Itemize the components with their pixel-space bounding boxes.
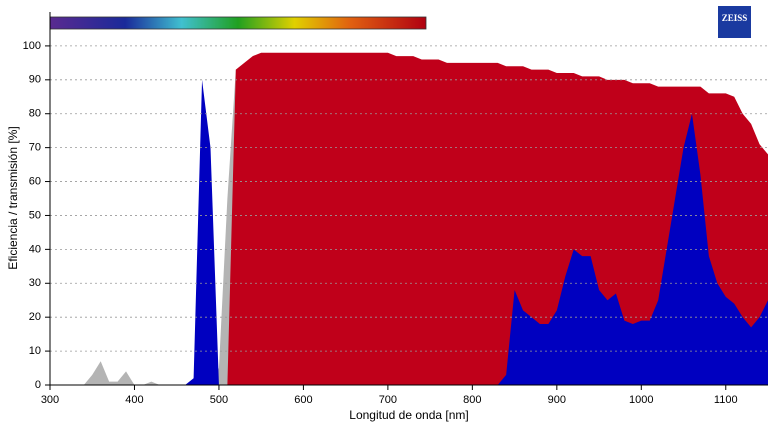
y-tick-label: 100 [23,40,41,52]
y-tick-label: 80 [29,108,41,120]
y-tick-label: 50 [29,209,41,221]
y-tick-label: 70 [29,142,41,154]
x-tick-label: 900 [548,394,566,406]
spectrum-bar [49,16,427,30]
x-tick-label: 700 [379,394,397,406]
x-tick-label: 1000 [629,394,653,406]
x-tick-label: 800 [463,394,481,406]
y-tick-label: 0 [35,379,41,391]
y-tick-label: 60 [29,175,41,187]
area [50,79,768,386]
logo-box [718,6,751,38]
x-tick-label: 600 [294,394,312,406]
x-tick-label: 300 [41,394,59,406]
x-tick-label: 500 [210,394,228,406]
x-tick-label: 1100 [714,394,738,406]
logo: ZEISS [722,13,748,23]
x-tick-label: 400 [125,394,143,406]
y-tick-label: 40 [29,243,41,255]
y-tick-label: 10 [29,345,41,357]
y-tick-label: 20 [29,311,41,323]
y-tick-label: 90 [29,74,41,86]
y-axis-label: Eficiencia / transmisión [%] [6,126,20,269]
y-tick-label: 30 [29,277,41,289]
area [50,66,768,385]
x-axis-label: Longitud de onda [nm] [349,408,468,422]
